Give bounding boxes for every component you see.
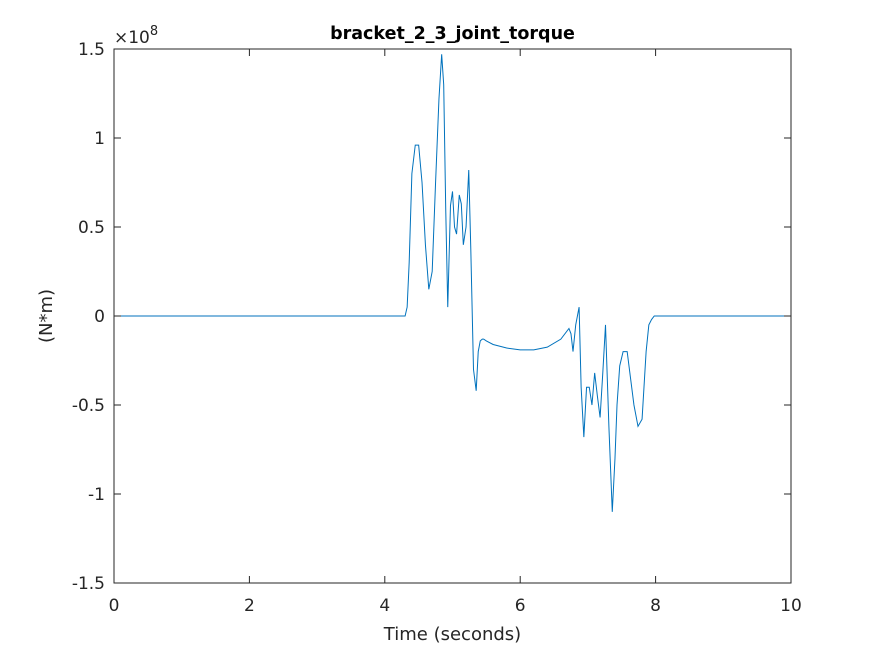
y-tick-label: -1.5 <box>72 574 105 594</box>
y-axis-label: (N*m) <box>36 289 57 343</box>
x-tick-label: 0 <box>109 596 120 616</box>
x-tick-label: 10 <box>780 596 802 616</box>
x-tick-label: 8 <box>650 596 661 616</box>
x-tick-label: 2 <box>244 596 255 616</box>
y-tick-label: -0.5 <box>72 396 105 416</box>
x-axis-ticks: 0 2 4 6 8 10 <box>109 49 802 616</box>
x-tick-label: 6 <box>515 596 526 616</box>
y-exponent-label: ×108 <box>114 24 158 48</box>
y-tick-label: 0.5 <box>78 218 105 238</box>
y-tick-label: -1 <box>88 485 105 505</box>
series-line <box>114 54 791 512</box>
y-exponent-base: ×10 <box>114 28 150 48</box>
chart-title: bracket_2_3_joint_torque <box>330 24 575 44</box>
y-tick-label: 1.5 <box>78 40 105 60</box>
x-tick-label: 4 <box>379 596 390 616</box>
y-exponent-power: 8 <box>150 24 158 39</box>
y-axis-ticks: -1.5 -1 -0.5 0 0.5 1 1.5 <box>72 40 791 594</box>
x-axis-label: Time (seconds) <box>383 624 521 645</box>
y-tick-label: 1 <box>94 129 105 149</box>
y-tick-label: 0 <box>94 307 105 327</box>
